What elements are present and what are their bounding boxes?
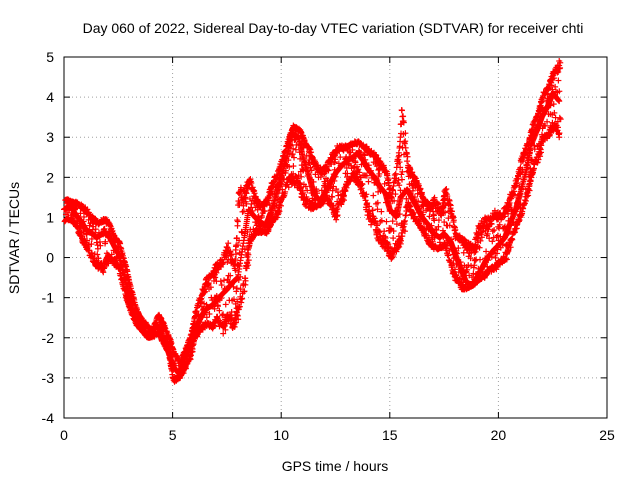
data-point (222, 301, 229, 308)
plot-frame (63, 56, 608, 419)
data-point (234, 217, 241, 224)
y-tick-label: -4 (42, 410, 55, 426)
data-point (489, 238, 496, 245)
x-tick-label: 25 (599, 427, 615, 443)
x-tick-label: 20 (491, 427, 507, 443)
y-tick-label: 1 (46, 209, 54, 225)
data-point (290, 163, 297, 170)
data-point (95, 255, 102, 262)
data-point (365, 178, 372, 185)
y-axis: -4 -3 -2 -1 0 1 2 3 4 5 (42, 49, 607, 426)
data-point (370, 192, 377, 199)
y-tick-label: 4 (46, 89, 54, 105)
y-tick-label: 0 (46, 250, 54, 266)
data-point (84, 237, 91, 244)
x-tick-label: 0 (60, 427, 68, 443)
data-point (383, 218, 390, 225)
data-point (390, 235, 397, 242)
data-point (460, 249, 467, 256)
data-point (233, 285, 240, 292)
data-point (393, 221, 400, 228)
x-tick-label: 10 (273, 427, 289, 443)
x-tick-label: 15 (382, 427, 398, 443)
data-point (402, 144, 409, 151)
data-point (239, 208, 246, 215)
data-point (88, 235, 95, 242)
data-point (88, 241, 95, 248)
data-point (77, 210, 84, 217)
y-tick-label: 2 (46, 169, 54, 185)
chart-grid (64, 57, 607, 418)
data-point (398, 107, 405, 114)
y-tick-label: -2 (42, 330, 55, 346)
data-point (64, 209, 71, 216)
y-tick-label: -3 (42, 370, 55, 386)
data-point (381, 228, 388, 235)
data-point (397, 134, 404, 141)
x-axis: 0 5 10 15 20 25 (60, 57, 615, 443)
chart-title: Day 060 of 2022, Sidereal Day-to-day VTE… (83, 20, 584, 36)
data-series (61, 58, 564, 385)
y-tick-label: 3 (46, 129, 54, 145)
data-point (92, 226, 99, 233)
x-tick-label: 5 (169, 427, 177, 443)
data-point (234, 218, 241, 225)
y-tick-label: 5 (46, 49, 54, 65)
data-point (217, 278, 224, 285)
data-point (94, 251, 101, 258)
y-tick-label: -1 (42, 290, 55, 306)
data-point (94, 245, 101, 252)
data-point (80, 213, 87, 220)
